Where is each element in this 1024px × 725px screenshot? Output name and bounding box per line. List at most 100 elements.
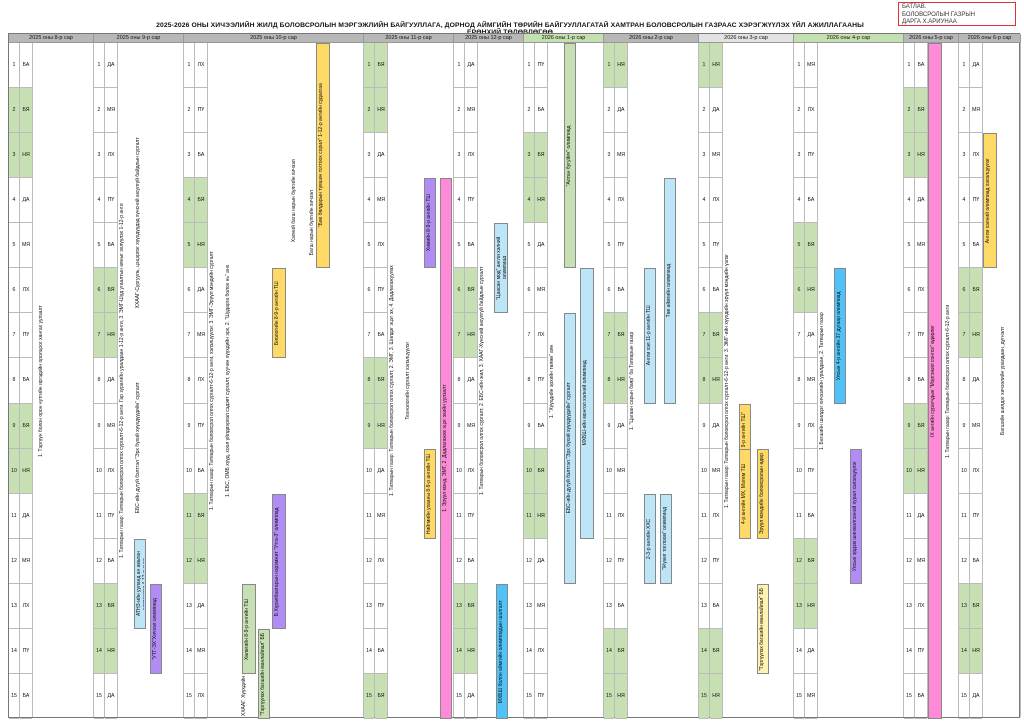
activity-text: АТНЗ-ийн ууланд ан амьтан хамгаалах 4-12… [136,551,144,617]
day-number: 4 [699,178,709,224]
day-number: 12 [9,539,19,584]
day-number: 9 [699,404,709,449]
weekday-label: ПҮ [915,629,927,674]
activity-text: МХБШ-ийн монгол хэлний олимпиад [582,361,588,447]
day-number: 15 [9,674,19,719]
weekday-label: ДА [195,268,207,314]
weekday-label: БА [465,539,477,584]
weekday-label: НЯ [535,493,547,539]
day-number: 9 [524,404,534,449]
day-number: 1 [454,43,464,89]
day-number: 5 [9,223,19,269]
activity-block: Багшийн шилдэг хичээлийн уралдаан, дүгнэ… [999,43,1013,719]
weekday-column: БА БЯ НЯ ДА МЯ ЛХ ПҮ БА БЯ НЯ ДА МЯ ЛХ ПҮ БА [20,43,33,719]
activity-block: "Тэргүүлэх багшийн манлайлал" ББ [258,628,270,719]
month-header: 2026 оны 4-р сар [794,34,904,43]
weekday-label: ПҮ [375,268,387,314]
day-number: 6 [959,268,969,314]
activity-text: 1. ЕБС, ОМБ хүүд, хоол үйлдвэрлэл сэдэвт… [225,264,231,498]
day-number: 5 [94,223,104,269]
weekday-label: НЯ [915,448,927,494]
weekday-column: ДА МЯ ЛХ ПҮ БА БЯ НЯ ДА МЯ ЛХ ПҮ БА БЯ НЯ ДА [970,43,983,719]
activity-text: Эрүүл мэндийн боловсролын өдөр [759,453,765,535]
day-number: 3 [699,133,709,179]
day-number: 14 [184,629,194,674]
day-number: 10 [604,449,614,494]
weekday-label: БЯ [465,268,477,314]
day-number: 8 [604,358,614,404]
weekday-label: ЛХ [195,674,207,719]
day-number: 6 [604,268,614,314]
weekday-label: БА [465,223,477,269]
activity-text: 1. Татварын газар: Татварын боловсрол ол… [119,203,125,559]
day-number: 2 [904,88,914,134]
activity-text: Англи хэл 11-р ангийн ТШ [646,305,652,366]
day-number: 1 [699,43,709,89]
day-number: 5 [184,223,194,269]
day-number: 14 [604,628,614,674]
day-number: 4 [9,178,19,224]
activity-block: Нийгмийн ухааны 8-9-р ангийн ТШ [424,448,436,539]
schedule-grid: 2025 оны 8-р сар 1 2 3 4 5 6 7 8 9 10 11 12 13 14 15 БА Б… [8,33,1021,719]
weekday-column: ЛХ ПҮ БА БЯ НЯ ДА МЯ ЛХ ПҮ БА БЯ НЯ ДА МЯ ЛХ [195,43,208,719]
activity-block: 1. Татварын боловсрол олгох сургалт, 2. … [478,43,490,719]
weekday-label: ПҮ [20,313,32,359]
day-number: 15 [364,673,374,719]
activity-text: Нийгмийн ухааны 8-9-р ангийн ТШ [426,453,432,534]
day-number: 10 [524,448,534,494]
activity-block: Англи хэл 11-р ангийн ТШ [644,268,656,404]
weekday-label: ЛХ [20,584,32,629]
day-number: 4 [524,178,534,224]
day-number: 6 [184,268,194,314]
weekday-label: ПҮ [615,223,627,269]
activity-block: 1. Татварын газар: Татварын боловсрол ол… [388,43,402,719]
weekday-label: БА [195,449,207,494]
day-number: 3 [524,133,534,179]
day-number: 3 [904,133,914,179]
day-number: 7 [94,313,104,359]
weekday-label: ЛХ [970,133,982,179]
weekday-label: МЯ [805,674,817,719]
activity-block: ЕБС-ийн дугуй бэлтгэл "Эрх бүхий хүүхдүү… [564,313,576,584]
weekday-label: НЯ [535,178,547,224]
activity-text: 1. Татварын газар: Татварын боловсрол ол… [945,304,951,458]
weekday-label: ДА [970,358,982,404]
day-number: 7 [184,313,194,359]
activity-block: 1. Татварын газар: Татварын боловсрол ол… [723,43,737,719]
weekday-label: МЯ [375,494,387,539]
activity-block: "Жүжиг тоглоом" олимпиад [660,493,672,584]
day-number: 5 [604,223,614,269]
day-number: 2 [794,88,804,134]
day-number: 13 [184,584,194,629]
day-number: 14 [94,628,104,674]
day-number: 15 [794,674,804,719]
weekday-label: ДА [535,223,547,269]
activity-block: Хөлөгийн 8-9-р ангийн ТШ [242,583,256,674]
activity-block: 1. Татварын газар: Татварын боловсрол ол… [118,43,132,719]
weekday-label: БЯ [710,313,722,359]
activity-block: МХБШ-ийн монгол хэлний олимпиад [580,268,594,539]
day-number: 6 [524,268,534,314]
weekday-label: БА [915,674,927,719]
weekday-label: МЯ [195,629,207,674]
day-number: 13 [454,583,464,629]
month-header: 2025 оны 9-р сар [94,34,184,43]
weekday-label: НЯ [105,628,117,674]
day-number: 11 [959,494,969,539]
weekday-label: БА [20,43,32,89]
weekday-column: БЯ НЯ ДА МЯ ЛХ ПҮ БА БЯ НЯ ДА МЯ ЛХ ПҮ БА БЯ [375,43,388,719]
day-number: 2 [94,88,104,134]
weekday-column: МЯ ЛХ ПҮ БА БЯ НЯ ДА МЯ ЛХ ПҮ БА БЯ НЯ ДА МЯ [805,43,818,719]
weekday-label: БЯ [535,133,547,179]
weekday-label: МЯ [915,539,927,584]
month-header: 2026 оны 2-р сар [604,34,699,43]
activity-text: Хөлөгийн 8-9-р ангийн ТШ [244,598,250,660]
day-number: 2 [959,88,969,134]
weekday-label: НЯ [375,88,387,134]
weekday-label: БА [375,629,387,674]
weekday-label: БА [970,223,982,269]
weekday-label: БА [915,43,927,89]
day-number: 6 [794,268,804,314]
day-column: 1 2 3 4 5 6 7 8 9 10 11 12 13 14 15 [9,43,20,719]
activity-text: Б.Хүрэлбаатарын нэрэмжит "Утга-3" олимпи… [274,506,280,616]
